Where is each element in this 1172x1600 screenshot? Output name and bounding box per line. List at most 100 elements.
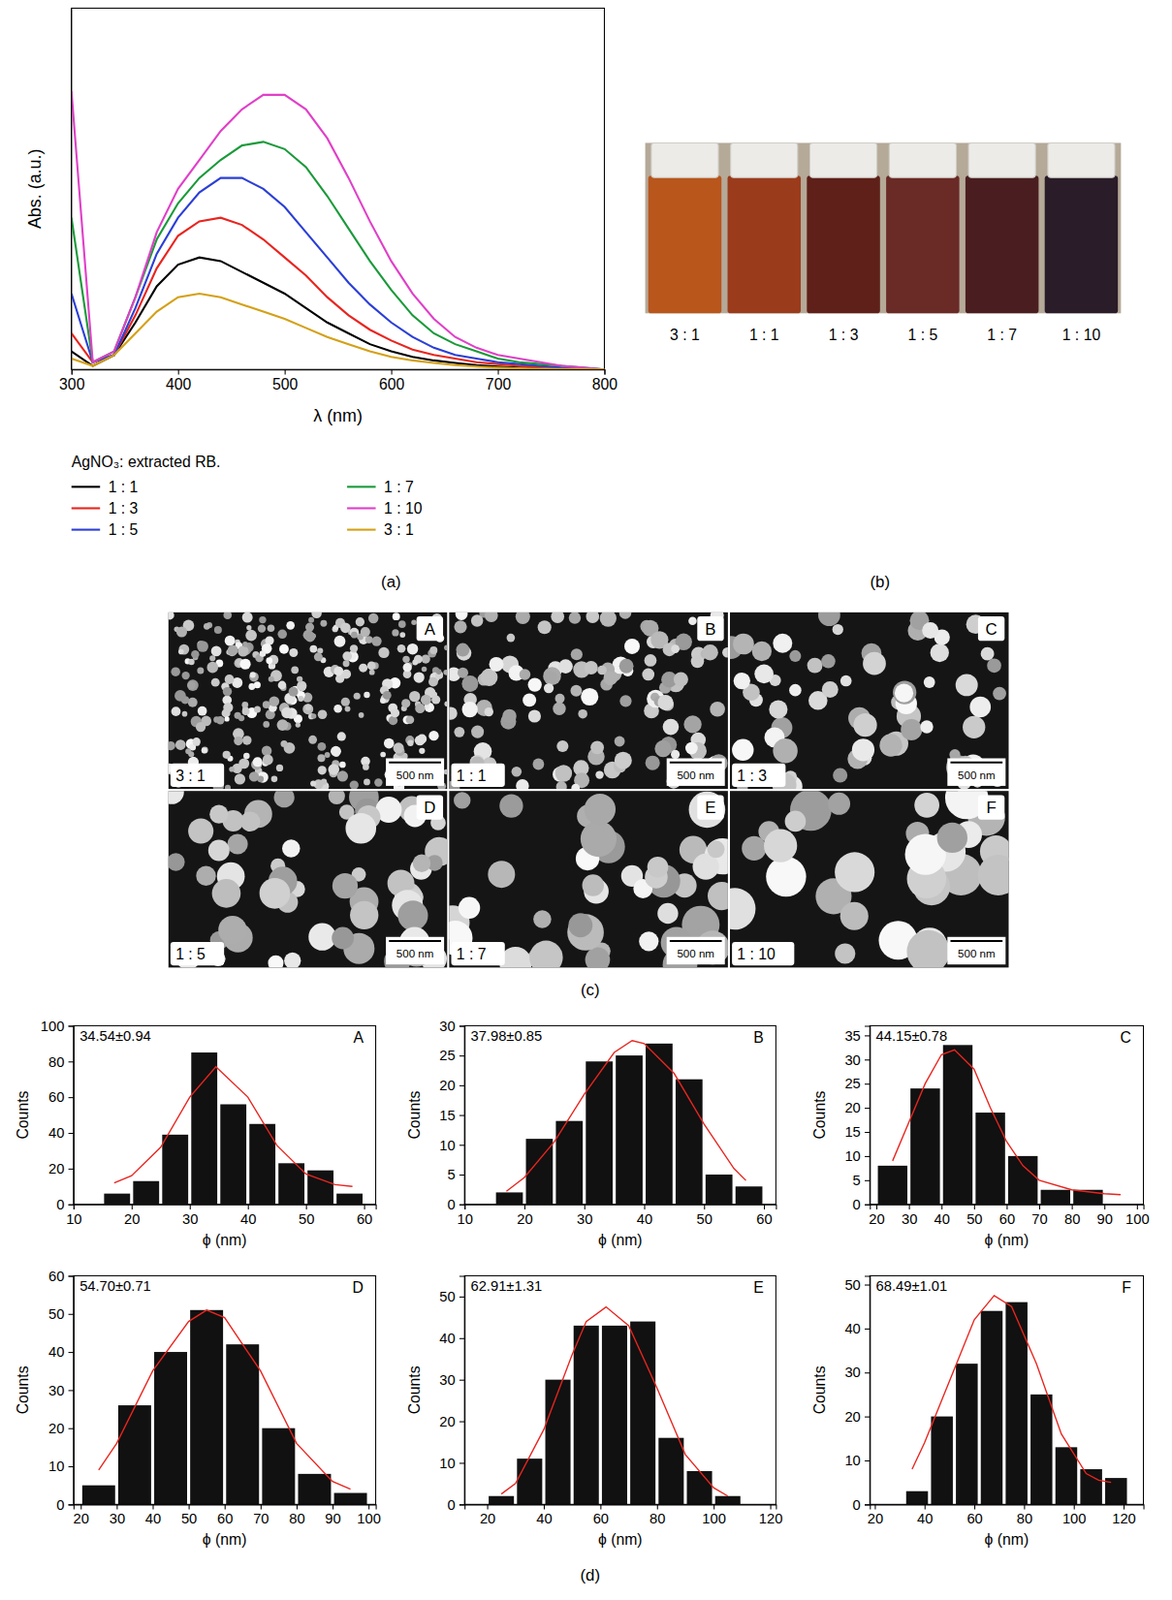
particle xyxy=(709,701,726,718)
tick-mark xyxy=(1104,1204,1106,1210)
tick: 40 xyxy=(439,1330,465,1347)
tick-mark xyxy=(874,1504,876,1510)
tick-label: 5 xyxy=(853,1172,861,1189)
tick-mark xyxy=(864,1059,870,1061)
particle xyxy=(555,764,573,783)
particle xyxy=(271,776,279,784)
particle xyxy=(406,715,415,725)
particle xyxy=(196,640,209,653)
particle xyxy=(570,685,582,697)
particle xyxy=(188,818,214,844)
particle xyxy=(342,651,352,662)
particle xyxy=(178,649,185,656)
tick: 20 xyxy=(516,1204,533,1228)
particle xyxy=(333,704,343,714)
x-axis: 2030405060708090100 xyxy=(868,1204,1149,1228)
y-axis: 05101520253035 xyxy=(844,1026,870,1213)
tick-mark xyxy=(1006,1204,1008,1210)
particles xyxy=(448,612,729,790)
particle xyxy=(937,823,968,854)
scale-box xyxy=(666,758,726,786)
tick: 60 xyxy=(966,1504,982,1527)
tick-label: 20 xyxy=(48,1161,64,1177)
vial-cap xyxy=(651,142,719,178)
particle xyxy=(556,740,569,753)
axis-line xyxy=(73,1505,377,1511)
bar xyxy=(943,1045,973,1204)
tick-mark xyxy=(703,1204,705,1210)
particle xyxy=(212,879,242,909)
tick-mark xyxy=(941,1204,943,1210)
particle xyxy=(337,770,349,782)
tick: 60 xyxy=(356,1204,373,1228)
plot-frame xyxy=(464,1025,776,1204)
ratio-box xyxy=(450,763,505,788)
particle xyxy=(296,676,303,683)
particle xyxy=(461,701,477,718)
tick-label: 40 xyxy=(48,1344,64,1361)
ratio-box xyxy=(731,763,786,788)
particle xyxy=(261,745,272,756)
tick-mark xyxy=(459,1085,465,1087)
histogram-letter: C xyxy=(1119,1029,1131,1046)
tick-label: 60 xyxy=(48,1089,64,1106)
particle xyxy=(297,696,304,702)
tick: 20 xyxy=(867,1504,884,1527)
bar xyxy=(516,1458,542,1505)
particle xyxy=(981,647,995,662)
particle xyxy=(265,657,273,665)
particle xyxy=(181,671,190,680)
plot-frame xyxy=(869,1025,1143,1204)
tick-mark xyxy=(864,1035,870,1037)
legend-swatch xyxy=(347,506,376,509)
particle xyxy=(259,878,291,910)
plot-frame xyxy=(464,1275,776,1505)
tick-label: 40 xyxy=(536,1511,552,1527)
particle xyxy=(316,742,326,752)
x-axis: 102030405060 xyxy=(65,1204,377,1228)
particle xyxy=(585,612,600,624)
particle xyxy=(208,839,230,861)
bar xyxy=(336,1194,363,1205)
tick-mark xyxy=(524,1204,526,1210)
particle xyxy=(443,769,448,775)
particle xyxy=(499,793,523,818)
figure: 300400500600700800Abs. (a.u.)λ (nm)AgNO₃… xyxy=(0,0,1172,1600)
bar xyxy=(297,1474,331,1505)
legend-title: AgNO₃: extracted RB. xyxy=(71,453,222,471)
tick-mark xyxy=(600,1504,602,1510)
x-axis-title: λ (nm) xyxy=(313,406,363,426)
particle xyxy=(399,632,406,638)
particle xyxy=(412,855,431,873)
micrograph-letter: F xyxy=(985,798,996,818)
particle xyxy=(484,612,499,623)
tick-mark xyxy=(248,1204,250,1210)
scale-box xyxy=(947,937,1006,965)
tick-label: 0 xyxy=(446,1497,455,1514)
micrograph: B1 : 1500 nm xyxy=(443,606,732,796)
particle xyxy=(834,943,856,964)
particle xyxy=(892,680,917,704)
particle xyxy=(986,658,1002,673)
particle xyxy=(431,695,441,704)
tick-mark xyxy=(296,1504,298,1510)
particle xyxy=(654,740,671,758)
particle xyxy=(832,767,848,783)
tick-mark xyxy=(643,1204,645,1210)
tick-mark xyxy=(864,1204,870,1206)
tick-label: 25 xyxy=(844,1076,860,1092)
bar xyxy=(585,1061,613,1204)
tick-mark xyxy=(459,1297,465,1299)
vial-cap xyxy=(730,142,798,178)
scale-bar xyxy=(669,940,723,943)
particle xyxy=(224,674,235,685)
plot-frame xyxy=(869,1275,1143,1505)
particle xyxy=(461,675,478,693)
particle xyxy=(267,955,284,969)
particle xyxy=(443,644,447,651)
scale-bar xyxy=(950,940,1003,943)
legend-swatch xyxy=(347,485,376,488)
tick-mark xyxy=(1074,1504,1076,1510)
particle xyxy=(174,690,187,702)
micrograph-background xyxy=(168,791,448,968)
